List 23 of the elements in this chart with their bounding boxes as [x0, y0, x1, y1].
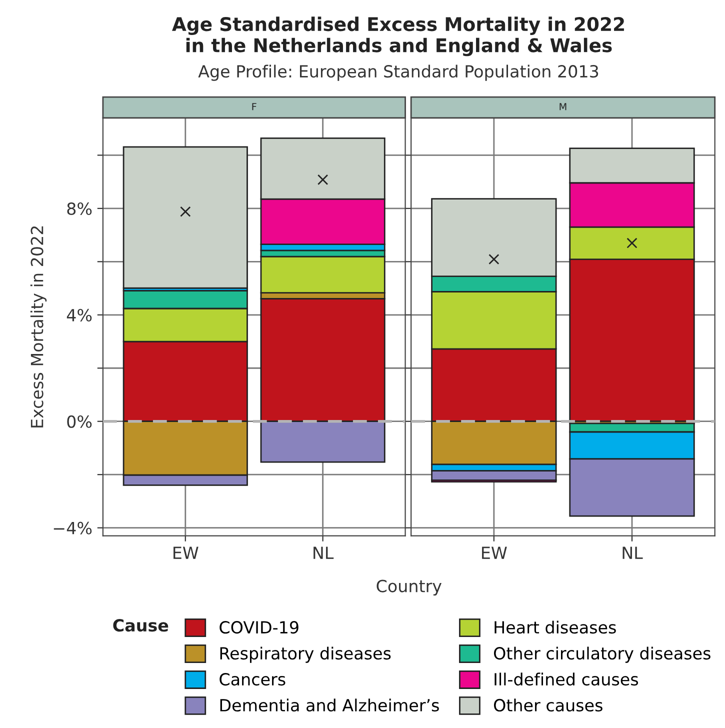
legend-title: Cause — [113, 619, 168, 632]
y-axis-title: Excess Mortality in 2022 — [30, 226, 47, 428]
legend-label: Dementia and Alzheimer’s — [220, 698, 439, 712]
x-tick-label: NL — [622, 546, 643, 559]
chart-title: M — [560, 103, 566, 110]
x-axis-title: Country — [376, 580, 442, 596]
legend-label: Other causes — [494, 698, 602, 712]
legend-label: COVID-19 — [220, 621, 298, 634]
text: Age Profile: European Standard Population 2013 — [198, 64, 598, 81]
legend-label: Respiratory diseases — [220, 646, 391, 663]
legend-label: Ill-defined causes — [494, 672, 638, 686]
x-tick-label: EW — [174, 546, 198, 559]
y-tick-label: 4% — [66, 308, 92, 322]
text: Age Standardised Excess Mortality in 2022 in the Netherlands and England & Wales — [172, 16, 624, 56]
chart-title: F — [252, 103, 256, 110]
x-tick-label: EW — [482, 546, 507, 559]
legend-label: Heart diseases — [494, 620, 616, 634]
y-tick-label: 8% — [67, 202, 92, 215]
legend-label: Cancers — [220, 672, 286, 686]
legend-label: Other circulatory diseases — [494, 646, 710, 663]
x-tick-label: NL — [314, 546, 334, 559]
y-tick-label: 0% — [67, 415, 92, 428]
y-tick-label: −4% — [54, 522, 92, 534]
